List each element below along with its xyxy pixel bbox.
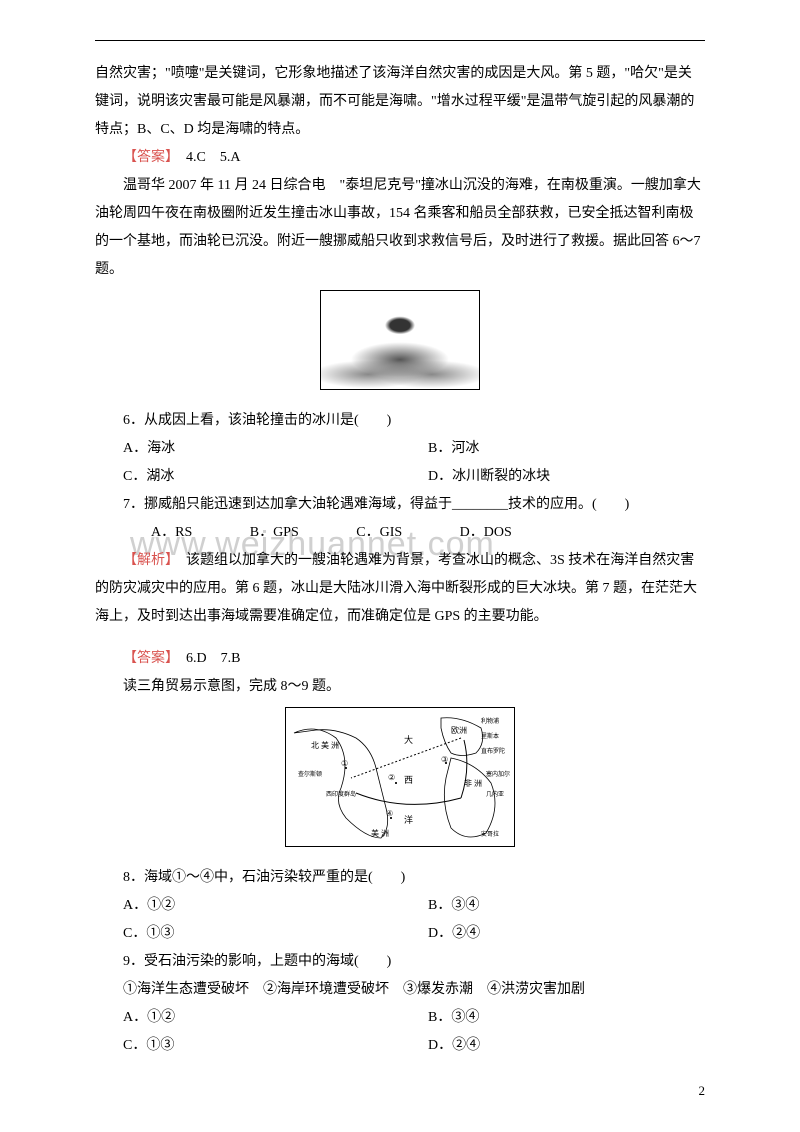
q8-stem: 8．海域①～④中，石油污染较严重的是( ) xyxy=(95,864,705,892)
svg-text:非 洲: 非 洲 xyxy=(464,778,482,788)
q8-opt-c: C．①③ xyxy=(95,920,400,948)
q8-options-row1: A．①② B．③④ xyxy=(95,892,705,920)
svg-text:西: 西 xyxy=(404,775,413,785)
map-image: 北 美 洲 欧洲 非 洲 美 洲 大 西 洋 利物浦 里斯本 直布罗陀 塞内加尔… xyxy=(285,707,515,847)
q7-opt-b: B．GPS xyxy=(222,519,299,547)
answer-text: 4.C 5.A xyxy=(186,150,240,165)
svg-text:安哥拉: 安哥拉 xyxy=(481,830,499,838)
answer-label-2: 【答案】 xyxy=(123,651,172,666)
figure-sinking-ship xyxy=(95,290,705,401)
q6-opt-a: A．海冰 xyxy=(95,435,400,463)
sinking-ship-image xyxy=(320,290,480,390)
svg-text:①: ① xyxy=(341,759,348,768)
svg-text:利物浦: 利物浦 xyxy=(481,717,499,725)
svg-text:塞内加尔: 塞内加尔 xyxy=(486,770,510,778)
q9-options-row2: C．①③ D．②④ xyxy=(95,1032,705,1060)
q6-opt-b: B．河冰 xyxy=(400,435,705,463)
q7-opt-c: C．GIS xyxy=(328,519,402,547)
explanation-label: 【解析】 xyxy=(123,553,172,568)
q9-opt-d: D．②④ xyxy=(400,1032,705,1060)
q9-opt-a: A．①② xyxy=(95,1004,400,1032)
svg-text:直布罗陀: 直布罗陀 xyxy=(481,747,505,755)
q7-opt-d: D．DOS xyxy=(432,519,512,547)
q7-options: A．RS B．GPS C．GIS D．DOS xyxy=(95,519,705,547)
answer-label: 【答案】 xyxy=(123,150,172,165)
svg-text:③: ③ xyxy=(441,755,448,764)
q7-opt-a: A．RS xyxy=(123,519,192,547)
svg-text:欧洲: 欧洲 xyxy=(451,725,467,735)
page-number: 2 xyxy=(699,1078,706,1104)
map-svg: 北 美 洲 欧洲 非 洲 美 洲 大 西 洋 利物浦 里斯本 直布罗陀 塞内加尔… xyxy=(286,708,516,848)
q9-opt-c: C．①③ xyxy=(95,1032,400,1060)
answer-block-2: 【答案】 6.D 7.B xyxy=(95,645,705,673)
svg-text:④: ④ xyxy=(386,809,393,818)
q6-options-row1: A．海冰 B．河冰 xyxy=(95,435,705,463)
svg-text:大: 大 xyxy=(404,734,413,745)
top-rule xyxy=(95,40,705,41)
q6-options-row2: C．湖冰 D．冰川断裂的冰块 xyxy=(95,463,705,491)
answer-block-1: 【答案】 4.C 5.A xyxy=(95,144,705,172)
svg-text:北 美 洲: 北 美 洲 xyxy=(311,740,339,750)
q6-stem: 6．从成因上看，该油轮撞击的冰川是( ) xyxy=(95,407,705,435)
passage-3: 读三角贸易示意图，完成 8～9 题。 xyxy=(95,673,705,701)
svg-text:里斯本: 里斯本 xyxy=(481,732,499,740)
svg-text:西印度群岛: 西印度群岛 xyxy=(326,790,356,798)
q6-opt-c: C．湖冰 xyxy=(95,463,400,491)
answer-text-2: 6.D 7.B xyxy=(186,651,240,666)
q8-opt-b: B．③④ xyxy=(400,892,705,920)
q7-stem: 7．挪威船只能迅速到达加拿大油轮遇难海域，得益于________技术的应用。( … xyxy=(95,491,705,519)
passage-2: 温哥华 2007 年 11 月 24 日综合电 "泰坦尼克号"撞冰山沉没的海难，… xyxy=(95,172,705,284)
q9-options-row1: A．①② B．③④ xyxy=(95,1004,705,1032)
svg-text:美 洲: 美 洲 xyxy=(371,828,389,838)
figure-triangle-trade-map: 北 美 洲 欧洲 非 洲 美 洲 大 西 洋 利物浦 里斯本 直布罗陀 塞内加尔… xyxy=(95,707,705,858)
q9-opt-b: B．③④ xyxy=(400,1004,705,1032)
q9-sub: ①海洋生态遭受破坏 ②海岸环境遭受破坏 ③爆发赤潮 ④洪涝灾害加剧 xyxy=(95,976,705,1004)
explanation-2: 【解析】 该题组以加拿大的一艘油轮遇难为背景，考查冰山的概念、3S 技术在海洋自… xyxy=(95,547,705,631)
q8-opt-d: D．②④ xyxy=(400,920,705,948)
paragraph-intro: 自然灾害；"喷嚏"是关键词，它形象地描述了该海洋自然灾害的成因是大风。第 5 题… xyxy=(95,60,705,144)
svg-text:查尔斯顿: 查尔斯顿 xyxy=(298,770,322,778)
q8-options-row2: C．①③ D．②④ xyxy=(95,920,705,948)
svg-text:洋: 洋 xyxy=(404,814,413,825)
explanation-text: 该题组以加拿大的一艘油轮遇难为背景，考查冰山的概念、3S 技术在海洋自然灾害的防… xyxy=(95,553,697,624)
q6-opt-d: D．冰川断裂的冰块 xyxy=(400,463,705,491)
svg-text:几内亚: 几内亚 xyxy=(486,790,504,798)
q8-opt-a: A．①② xyxy=(95,892,400,920)
document-content: 自然灾害；"喷嚏"是关键词，它形象地描述了该海洋自然灾害的成因是大风。第 5 题… xyxy=(95,60,705,1060)
q9-stem: 9．受石油污染的影响，上题中的海域( ) xyxy=(95,948,705,976)
svg-text:②: ② xyxy=(388,773,395,782)
